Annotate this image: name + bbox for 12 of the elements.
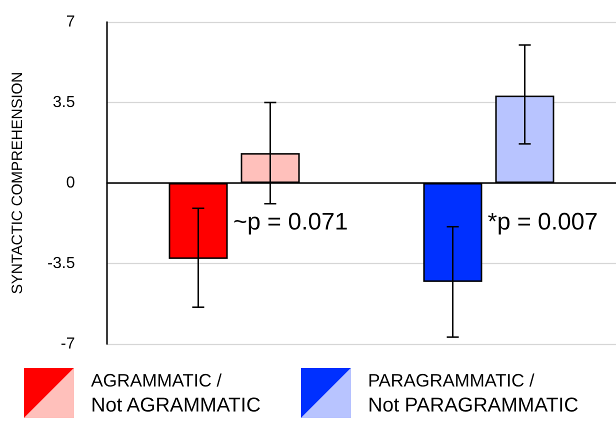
y-tick-label: 3.5 bbox=[52, 94, 76, 111]
legend-label: Not AGRAMMATIC bbox=[91, 394, 261, 416]
annotation: ~p = 0.071 bbox=[233, 208, 348, 236]
y-axis-title: SYNTACTIC COMPREHENSION bbox=[9, 72, 26, 294]
y-tick-label: -3.5 bbox=[47, 255, 76, 272]
annotation: *p = 0.007 bbox=[488, 208, 598, 236]
legend-label: PARAGRAMMATIC / bbox=[368, 370, 534, 390]
legend-label: Not PARAGRAMMATIC bbox=[368, 394, 578, 416]
y-tick-label: 7 bbox=[66, 14, 76, 30]
legend-label: AGRAMMATIC / bbox=[91, 370, 222, 390]
y-tick-label: 0 bbox=[66, 174, 76, 192]
y-tick-label: -7 bbox=[60, 336, 76, 352]
